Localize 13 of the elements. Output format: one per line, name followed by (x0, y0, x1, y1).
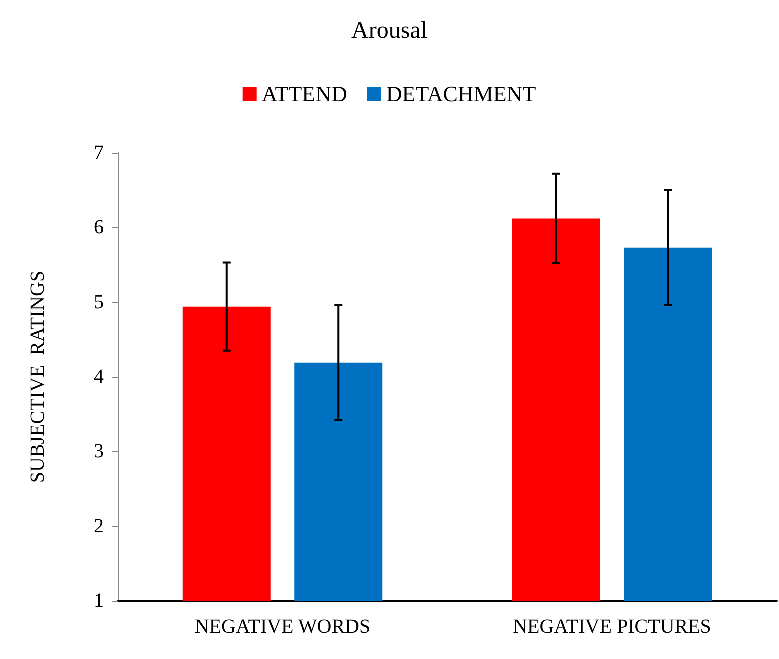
y-tick-label: 6 (94, 216, 104, 239)
chart-title: Arousal (352, 18, 428, 44)
x-tick-label: NEGATIVE PICTURES (513, 616, 712, 638)
x-tick-label: NEGATIVE WORDS (194, 616, 371, 638)
y-tick-label: 7 (94, 142, 104, 164)
legend-label: DETACHMENT (386, 82, 537, 106)
y-tick-label: 2 (94, 515, 104, 538)
y-tick-label: 1 (94, 590, 104, 612)
y-tick-label: 4 (94, 366, 104, 388)
y-axis-title: SUBJECTIVE RATINGS (27, 270, 49, 484)
legend-label: ATTEND (262, 82, 348, 106)
y-tick-label: 3 (94, 440, 104, 463)
y-tick-label: 5 (94, 291, 104, 314)
